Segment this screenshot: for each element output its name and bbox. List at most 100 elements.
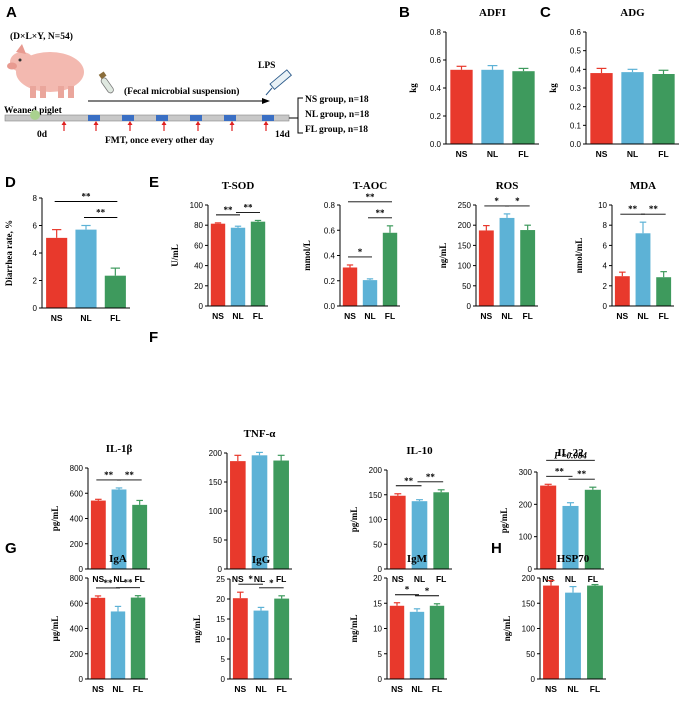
significance-label: **: [404, 476, 414, 486]
x-tick-label: NL: [113, 574, 124, 584]
timeline-bar: [4, 114, 290, 122]
y-tick-label: 0.4: [324, 252, 336, 261]
bar-fl: [382, 232, 398, 306]
y-tick-label: 20: [194, 282, 203, 291]
fmt-block: [88, 115, 100, 121]
x-tick-label: NS: [212, 311, 224, 321]
y-tick-label: 800: [70, 574, 84, 583]
x-tick-label: NL: [637, 311, 648, 321]
y-axis-label: mg/mL: [192, 615, 202, 643]
bar-fl: [656, 277, 672, 306]
y-tick-label: 0: [378, 565, 383, 574]
y-axis-label: kg: [408, 83, 418, 93]
y-tick-label: 0.6: [324, 226, 336, 235]
y-tick-label: 25: [216, 575, 225, 584]
y-tick-label: 0.6: [570, 28, 582, 37]
y-tick-label: 150: [458, 241, 472, 250]
y-tick-label: 200: [458, 221, 472, 230]
x-tick-label: NL: [254, 574, 265, 584]
y-tick-label: 0: [221, 675, 226, 684]
y-tick-label: 8: [603, 221, 608, 230]
bar-nl: [110, 611, 126, 679]
chart-title: IgM: [407, 553, 428, 565]
y-tick-label: 100: [458, 262, 472, 271]
y-tick-label: 0: [33, 304, 38, 313]
y-tick-label: 150: [209, 478, 223, 487]
bar-nl: [635, 233, 651, 306]
x-tick-label: NS: [545, 684, 557, 694]
bar-ns: [90, 597, 106, 679]
y-tick-label: 0: [79, 565, 84, 574]
y-tick-label: 800: [70, 464, 84, 473]
x-tick-label: FL: [253, 311, 263, 321]
y-tick-label: 5: [221, 655, 226, 664]
x-tick-label: NL: [255, 684, 266, 694]
chart-adfi: B ADFI NS NL FL 0.0 0.2 0.4 0.6 0.8 kg: [399, 4, 539, 159]
y-tick-label: 300: [519, 468, 533, 477]
y-tick-label: 0.5: [570, 47, 582, 56]
y-tick-label: 2: [603, 282, 608, 291]
chart-t-sod: E T-SOD NS NL FL 0 20 40 60 80 100 U/mL ** **: [149, 174, 268, 321]
significance-label: **: [125, 470, 135, 480]
chart-il-1-: F IL-1β NS NL FL 0 200 400 600 800 pg/mL ** **: [50, 329, 158, 584]
fmt-label: FMT, once every other day: [105, 136, 214, 146]
significance-label: *: [358, 247, 363, 257]
y-tick-label: 200: [70, 650, 84, 659]
y-tick-label: 20: [373, 574, 382, 583]
x-tick-label: FL: [432, 684, 442, 694]
fmt-arrow-head: [127, 121, 133, 125]
significance-label: **: [366, 192, 376, 202]
fmt-block: [262, 115, 274, 121]
x-tick-label: NS: [456, 149, 468, 159]
x-tick-label: NS: [391, 684, 403, 694]
y-tick-label: 0: [378, 675, 383, 684]
x-tick-label: NL: [627, 149, 638, 159]
significance-label: **: [104, 578, 114, 588]
y-tick-label: 200: [519, 500, 533, 509]
y-axis-label: U/mL: [170, 244, 180, 267]
y-tick-label: 50: [213, 536, 222, 545]
chart-il-22: IL-22 NS NL FL 0 100 200 300 pg/mL ** ** P =0.084: [499, 447, 604, 584]
y-tick-label: 100: [369, 516, 383, 525]
x-tick-label: FL: [276, 574, 286, 584]
bar-ns: [540, 485, 557, 569]
bar-fl: [584, 489, 601, 569]
y-axis-label: ng/mL: [438, 243, 448, 269]
significance-label: **: [577, 469, 587, 479]
y-tick-label: 100: [522, 625, 536, 634]
y-tick-label: 6: [603, 241, 608, 250]
fmt-arrow-head: [195, 121, 201, 125]
x-tick-label: FL: [658, 149, 668, 159]
bar-nl: [409, 611, 425, 679]
x-tick-label: FL: [436, 574, 446, 584]
y-tick-label: 100: [209, 507, 223, 516]
y-tick-label: 5: [378, 650, 383, 659]
start-marker: [30, 110, 40, 120]
x-tick-label: FL: [110, 313, 120, 323]
x-tick-label: NL: [501, 311, 512, 321]
panel-label-h: H: [491, 540, 502, 557]
y-tick-label: 2: [33, 277, 38, 286]
x-tick-label: FL: [522, 311, 532, 321]
suspension-label: (Fecal microbial suspension): [124, 86, 239, 97]
bar-fl: [520, 230, 536, 306]
bar-nl: [251, 455, 268, 569]
fmt-block: [224, 115, 236, 121]
bar-ns: [614, 276, 630, 306]
tube-icon: [98, 71, 114, 94]
panel-label-e: E: [149, 174, 159, 191]
significance-label: **: [224, 205, 234, 215]
x-tick-label: NL: [364, 311, 375, 321]
y-tick-label: 200: [209, 449, 223, 458]
lps-label: LPS: [258, 61, 275, 71]
timeline-red-arrows: [61, 121, 269, 131]
significance-label: *: [515, 196, 520, 206]
bar-fl: [250, 221, 266, 306]
significance-label: **: [376, 208, 386, 218]
fmt-arrow-head: [61, 121, 67, 125]
y-tick-label: 50: [462, 282, 471, 291]
y-axis-label: mmol/L: [302, 240, 312, 271]
